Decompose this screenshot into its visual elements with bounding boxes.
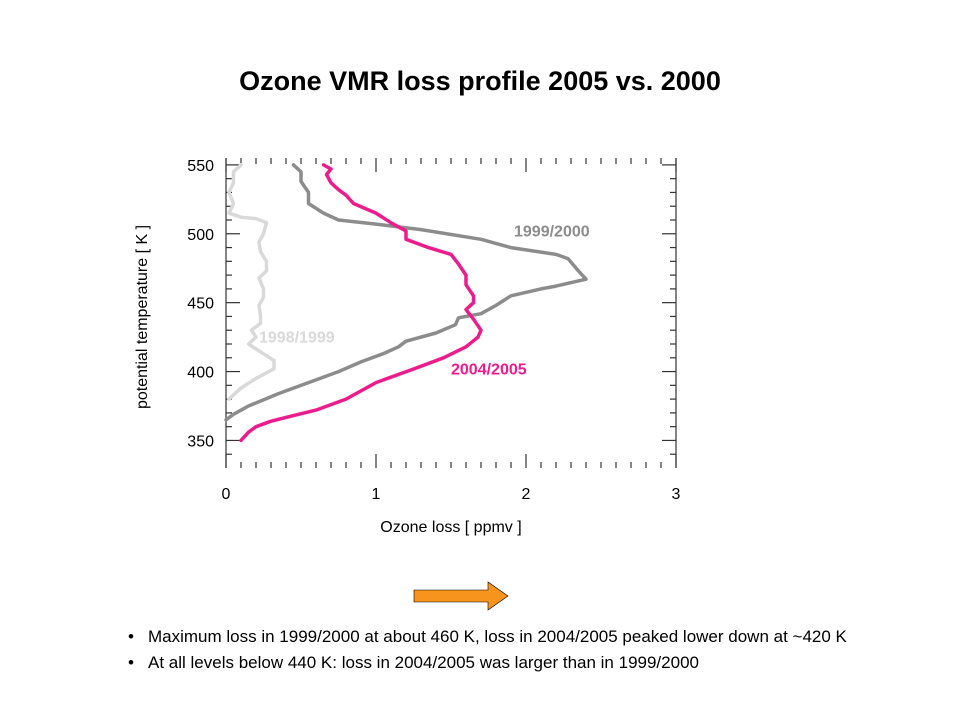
x-axis-title: Ozone loss [ ppmv ] bbox=[380, 519, 521, 536]
x-tick-label: 0 bbox=[222, 486, 231, 503]
series-line-2004-2005 bbox=[239, 163, 483, 443]
y-tick-label: 450 bbox=[187, 296, 214, 313]
y-tick-label: 400 bbox=[187, 365, 214, 382]
series-line-1999-2000 bbox=[224, 163, 588, 422]
series-label-2004-2005: 2004/2005 bbox=[451, 361, 527, 378]
x-tick-label: 2 bbox=[522, 486, 531, 503]
y-axis-title: potential temperature [ K ] bbox=[134, 225, 151, 409]
bullet-item: Maximum loss in 1999/2000 at about 460 K… bbox=[128, 626, 908, 648]
bullet-list: Maximum loss in 1999/2000 at about 460 K… bbox=[128, 626, 908, 678]
bullet-item: At all levels below 440 K: loss in 2004/… bbox=[128, 652, 908, 674]
slide-title: Ozone VMR loss profile 2005 vs. 2000 bbox=[239, 66, 721, 96]
y-tick-label: 350 bbox=[187, 433, 214, 450]
y-tick-label: 500 bbox=[187, 227, 214, 244]
series-label-1999-2000: 1999/2000 bbox=[514, 224, 590, 241]
y-tick-label: 550 bbox=[187, 158, 214, 175]
series-line-1998-1999 bbox=[227, 163, 276, 401]
x-tick-label: 1 bbox=[372, 486, 381, 503]
x-tick-label: 3 bbox=[672, 486, 681, 503]
series-label-1998-1999: 1998/1999 bbox=[259, 330, 335, 347]
orange-arrow-icon bbox=[413, 581, 509, 611]
